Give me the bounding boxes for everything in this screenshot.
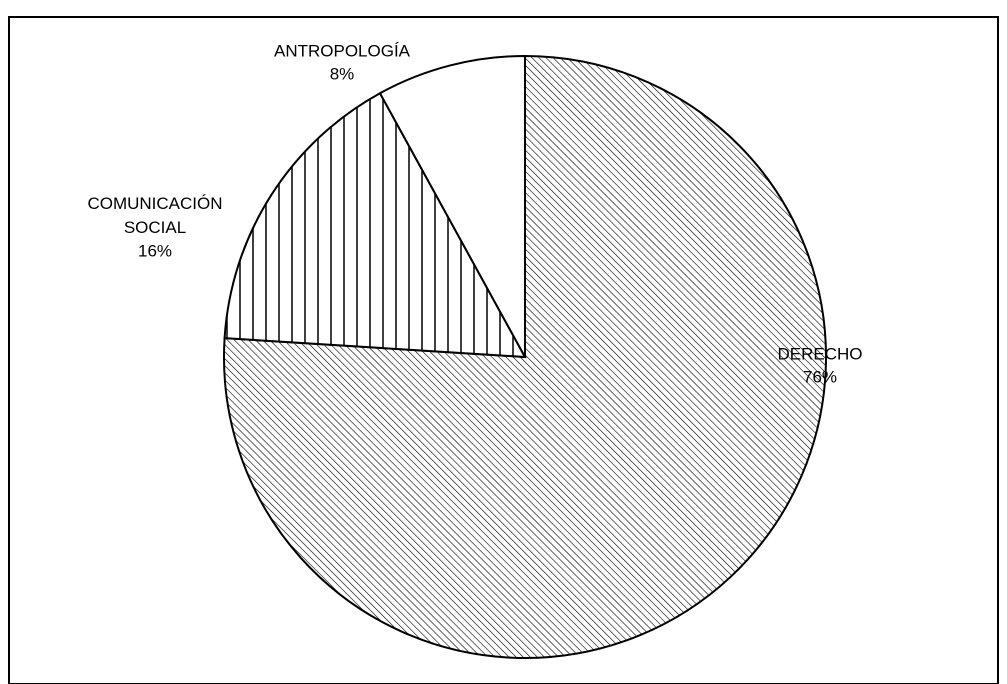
slice-label: COMUNICACIÓN SOCIAL [87, 194, 222, 237]
pie-slice [378, 54, 526, 358]
value-label: 8% [330, 64, 355, 83]
pie-slice [223, 91, 527, 359]
slice-label: ANTROPOLOGÍA [274, 41, 411, 60]
value-label: 76% [803, 367, 837, 386]
slice-label: DERECHO [777, 344, 862, 363]
value-label: 16% [138, 241, 172, 260]
